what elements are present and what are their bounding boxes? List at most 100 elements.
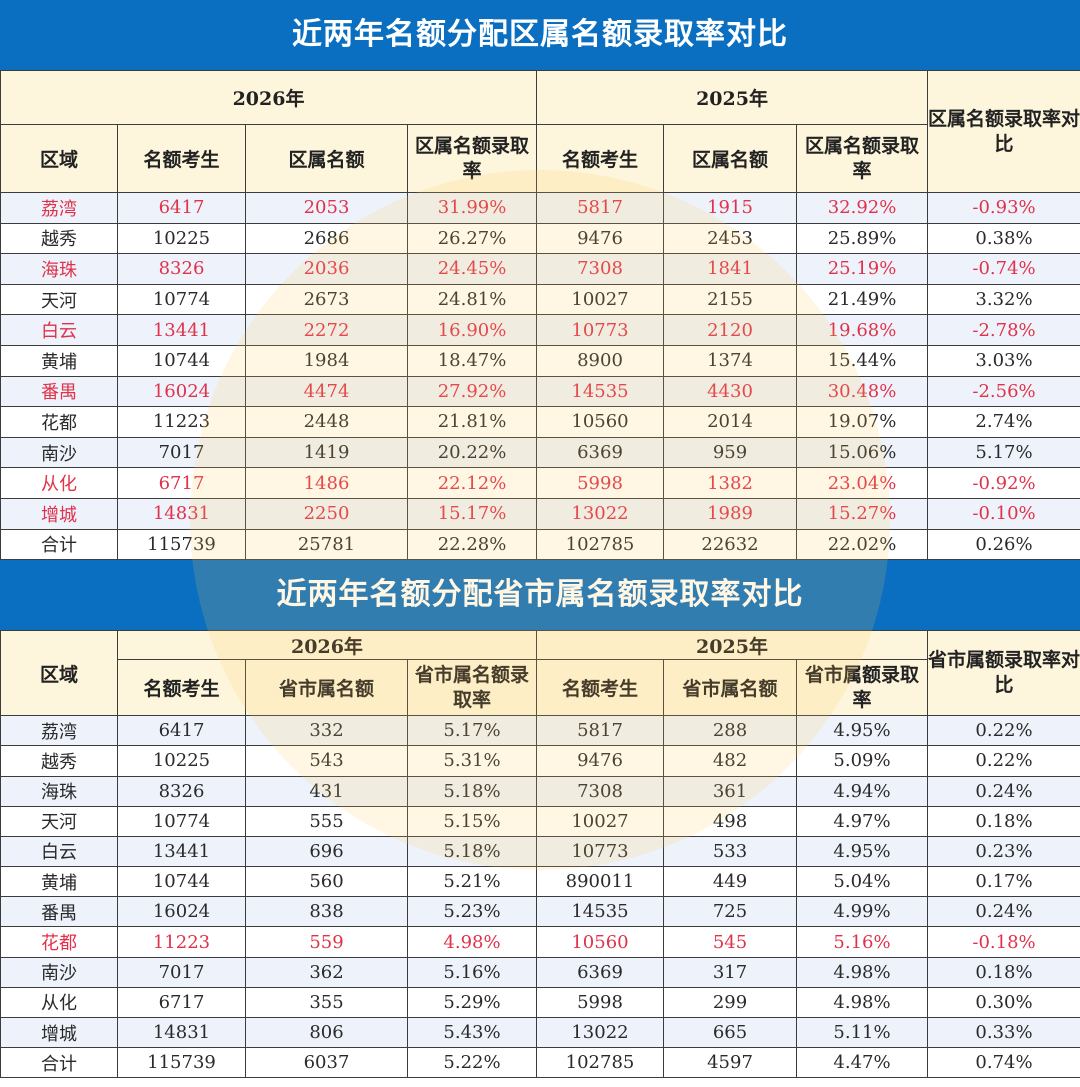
rate-2026-cell: 22.28% bbox=[406, 528, 538, 561]
quota-2025-cell: 449 bbox=[663, 866, 797, 898]
candidates-2025-cell: 10560 bbox=[536, 406, 665, 438]
quota-2026-cell: 1984 bbox=[245, 344, 408, 377]
candidates-2026-cell: 16024 bbox=[117, 896, 246, 928]
rate-2026-cell: 5.23% bbox=[407, 896, 537, 928]
rate-2025-cell: 21.49% bbox=[796, 283, 929, 316]
quota-2025-cell: 959 bbox=[663, 436, 798, 469]
rate-2026-cell: 5.22% bbox=[407, 1047, 537, 1079]
rate-diff-cell: 0.38% bbox=[927, 222, 1080, 255]
candidates-2025-cell: 6369 bbox=[536, 956, 664, 988]
candidates-2025-cell: 10773 bbox=[536, 314, 665, 346]
rate-2025-cell: 19.07% bbox=[796, 406, 929, 438]
rate-2025-cell: 23.04% bbox=[796, 467, 929, 499]
quota-2025-cell: 299 bbox=[663, 986, 797, 1019]
rate-2025-cell: 4.47% bbox=[796, 1047, 928, 1079]
rate-2025-cell: 25.89% bbox=[796, 222, 929, 255]
rate-2025-header: 省市属额录取率 bbox=[796, 659, 928, 717]
quota-2025-cell: 498 bbox=[663, 805, 797, 837]
rate-2026-cell: 5.29% bbox=[407, 986, 537, 1019]
table-row: 天河 10774 2673 24.81% 10027 2155 21.49% 3.32% bbox=[0, 283, 1080, 316]
rate-diff-cell: 3.03% bbox=[927, 344, 1080, 377]
year-2025-header: 2025年 bbox=[536, 630, 928, 661]
region-cell: 越秀 bbox=[0, 745, 118, 777]
quota-2026-cell: 2250 bbox=[245, 497, 408, 530]
rate-2025-cell: 4.97% bbox=[796, 805, 928, 837]
rate-2026-cell: 22.12% bbox=[406, 467, 538, 499]
table-row: 花都 11223 559 4.98% 10560 545 5.16% -0.18% bbox=[0, 926, 1080, 958]
candidates-2026-header: 名额考生 bbox=[117, 659, 246, 717]
candidates-2025-cell: 890011 bbox=[536, 866, 664, 898]
rate-diff-header: 省市属额录取率对比 bbox=[927, 630, 1080, 717]
rate-diff-cell: -0.93% bbox=[927, 192, 1080, 224]
rate-2025-cell: 32.92% bbox=[796, 192, 929, 224]
quota-2026-cell: 543 bbox=[245, 745, 408, 777]
region-cell: 越秀 bbox=[0, 222, 118, 255]
candidates-2025-cell: 5998 bbox=[536, 467, 665, 499]
quota-2025-cell: 2014 bbox=[663, 406, 798, 438]
rate-2026-cell: 5.21% bbox=[407, 866, 537, 898]
rate-diff-cell: 0.22% bbox=[927, 715, 1080, 747]
quota-2026-header: 区属名额 bbox=[245, 124, 408, 193]
table-row: 从化 6717 1486 22.12% 5998 1382 23.04% -0.92% bbox=[0, 467, 1080, 499]
quota-2026-cell: 355 bbox=[245, 986, 408, 1019]
candidates-2025-header: 名额考生 bbox=[536, 659, 664, 717]
rate-diff-cell: 2.74% bbox=[927, 406, 1080, 438]
quota-2026-cell: 806 bbox=[245, 1016, 408, 1049]
candidates-2025-cell: 9476 bbox=[536, 222, 665, 255]
quota-2026-cell: 560 bbox=[245, 866, 408, 898]
rate-diff-cell: 0.30% bbox=[927, 986, 1080, 1019]
quota-2026-cell: 332 bbox=[245, 715, 408, 747]
quota-2026-cell: 25781 bbox=[245, 528, 408, 561]
candidates-2025-cell: 10027 bbox=[536, 283, 665, 316]
quota-2026-cell: 362 bbox=[245, 956, 408, 988]
rate-2026-cell: 16.90% bbox=[406, 314, 538, 346]
rate-2026-cell: 27.92% bbox=[406, 375, 538, 408]
region-cell: 荔湾 bbox=[0, 715, 118, 747]
candidates-2026-cell: 8326 bbox=[117, 775, 246, 807]
region-cell: 从化 bbox=[0, 986, 118, 1019]
rate-2025-header: 区属名额录取率 bbox=[796, 124, 929, 193]
region-cell: 合计 bbox=[0, 1047, 118, 1079]
rate-2026-cell: 5.17% bbox=[407, 715, 537, 747]
candidates-2025-cell: 10773 bbox=[536, 835, 664, 868]
region-cell: 黄埔 bbox=[0, 344, 118, 377]
rate-2026-cell: 5.15% bbox=[407, 805, 537, 837]
table-row: 黄埔 10744 1984 18.47% 8900 1374 15.44% 3.03% bbox=[0, 344, 1080, 377]
rate-diff-cell: -0.92% bbox=[927, 467, 1080, 499]
candidates-2026-cell: 11223 bbox=[117, 406, 246, 438]
region-cell: 从化 bbox=[0, 467, 118, 499]
candidates-2025-cell: 13022 bbox=[536, 1016, 664, 1049]
rate-2025-cell: 4.99% bbox=[796, 896, 928, 928]
rate-2026-cell: 4.98% bbox=[407, 926, 537, 958]
year-2026-header: 2026年 bbox=[117, 630, 537, 661]
quota-2026-cell: 2448 bbox=[245, 406, 408, 438]
table-row: 黄埔 10744 560 5.21% 890011 449 5.04% 0.17% bbox=[0, 866, 1080, 898]
table-row: 番禺 16024 4474 27.92% 14535 4430 30.48% -2.56% bbox=[0, 375, 1080, 408]
candidates-2025-cell: 102785 bbox=[536, 1047, 664, 1079]
candidates-2026-cell: 10774 bbox=[117, 283, 246, 316]
rate-2025-cell: 4.98% bbox=[796, 986, 928, 1019]
quota-2026-cell: 431 bbox=[245, 775, 408, 807]
rate-2026-cell: 5.16% bbox=[407, 956, 537, 988]
quota-2026-cell: 2272 bbox=[245, 314, 408, 346]
candidates-2025-cell: 14535 bbox=[536, 896, 664, 928]
region-cell: 南沙 bbox=[0, 436, 118, 469]
table-row: 越秀 10225 543 5.31% 9476 482 5.09% 0.22% bbox=[0, 745, 1080, 777]
rate-2026-cell: 31.99% bbox=[406, 192, 538, 224]
quota-2025-cell: 361 bbox=[663, 775, 797, 807]
region-cell: 黄埔 bbox=[0, 866, 118, 898]
candidates-2026-cell: 7017 bbox=[117, 956, 246, 988]
table-row: 南沙 7017 362 5.16% 6369 317 4.98% 0.18% bbox=[0, 956, 1080, 988]
rate-diff-cell: -2.78% bbox=[927, 314, 1080, 346]
rate-2025-cell: 5.04% bbox=[796, 866, 928, 898]
quota-2026-cell: 696 bbox=[245, 835, 408, 868]
candidates-2026-cell: 13441 bbox=[117, 314, 246, 346]
quota-2025-cell: 288 bbox=[663, 715, 797, 747]
rate-diff-cell: -0.18% bbox=[927, 926, 1080, 958]
quota-2026-cell: 559 bbox=[245, 926, 408, 958]
quota-2025-cell: 1382 bbox=[663, 467, 798, 499]
table-row: 合计 115739 25781 22.28% 102785 22632 22.02% 0.26… bbox=[0, 528, 1080, 561]
section1-title: 近两年名额分配区属名额录取率对比 bbox=[0, 0, 1080, 70]
rate-diff-cell: 0.22% bbox=[927, 745, 1080, 777]
region-cell: 荔湾 bbox=[0, 192, 118, 224]
